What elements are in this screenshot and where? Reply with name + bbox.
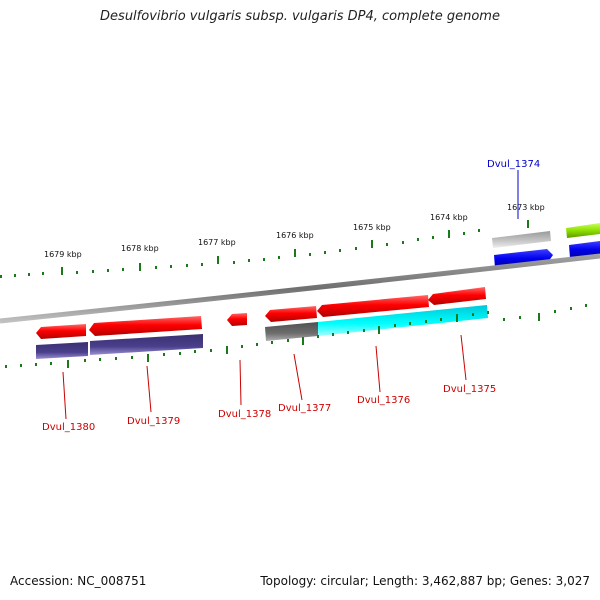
gene-label-dvul-1380: Dvul_1380 bbox=[42, 422, 95, 433]
inner-tick-ring bbox=[5, 304, 587, 368]
gene-dvul-1377[interactable] bbox=[265, 306, 317, 322]
gene-dvul-1380[interactable] bbox=[36, 324, 86, 339]
gene-label-dvul-1378: Dvul_1378 bbox=[218, 409, 271, 420]
gene-label-dvul-1374: Dvul_1374 bbox=[487, 159, 540, 170]
kbp-label-1679: 1679 kbp bbox=[44, 250, 82, 259]
kbp-label-1675: 1675 kbp bbox=[353, 223, 391, 232]
cog-bar-purple bbox=[36, 342, 88, 359]
gene-callout-lines bbox=[62, 334, 467, 420]
forward-strand-features bbox=[492, 223, 600, 268]
gene-dvul-1378[interactable] bbox=[227, 313, 247, 326]
gene-labels: Dvul_1380 Dvul_1379 Dvul_1378 Dvul_1377 … bbox=[42, 384, 496, 433]
cog-bar-purple bbox=[90, 334, 203, 355]
kbp-label-1677: 1677 kbp bbox=[198, 238, 236, 247]
kbp-label-1676: 1676 kbp bbox=[276, 231, 314, 240]
gene-dvul-1375[interactable] bbox=[428, 287, 486, 305]
kbp-label-1673: 1673 kbp bbox=[507, 203, 545, 212]
gene-dvul-1376[interactable] bbox=[317, 295, 429, 317]
gene-dvul-1374[interactable] bbox=[494, 249, 553, 268]
reverse-strand-cds bbox=[36, 287, 486, 339]
kbp-scale-labels: 1679 kbp 1678 kbp 1677 kbp 1676 kbp 1675… bbox=[44, 203, 545, 259]
gene-dvul-1379[interactable] bbox=[89, 316, 202, 336]
kbp-label-1674: 1674 kbp bbox=[430, 213, 468, 222]
gene-partial-blue[interactable] bbox=[569, 241, 600, 258]
cog-bar-cyan bbox=[318, 305, 488, 336]
accession-text: Accession: NC_008751 bbox=[10, 574, 147, 588]
gene-label-dvul-1379: Dvul_1379 bbox=[127, 416, 180, 427]
gene-label-dvul-1375: Dvul_1375 bbox=[443, 384, 496, 395]
reverse-strand-cog-bars bbox=[36, 305, 488, 359]
genome-stats-text: Topology: circular; Length: 3,462,887 bp… bbox=[260, 574, 590, 588]
map-title: Desulfovibrio vulgaris subsp. vulgaris D… bbox=[100, 9, 500, 24]
cog-bar-dark-gray bbox=[265, 322, 318, 341]
genome-backbone bbox=[0, 253, 600, 324]
cog-bar-green bbox=[566, 223, 600, 238]
cog-bar-gray bbox=[492, 231, 551, 248]
gene-label-dvul-1376: Dvul_1376 bbox=[357, 395, 410, 406]
outer-tick-ring bbox=[0, 220, 529, 278]
kbp-label-1678: 1678 kbp bbox=[121, 244, 159, 253]
gene-label-dvul-1377: Dvul_1377 bbox=[278, 403, 331, 414]
